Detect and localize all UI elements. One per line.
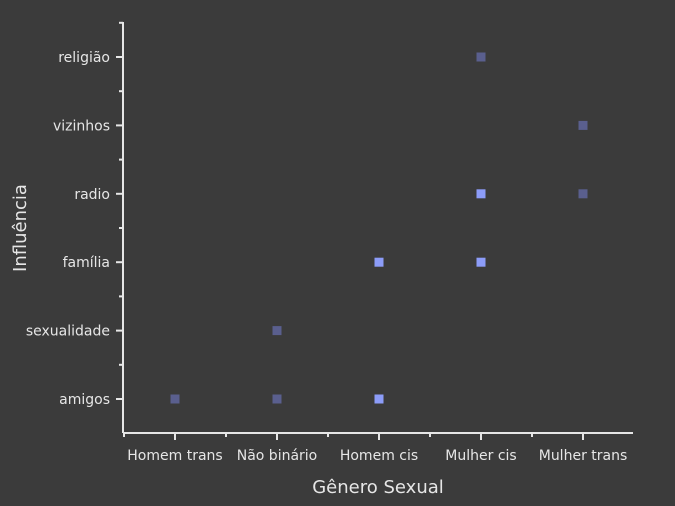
data-point [476, 52, 486, 62]
y-tick-label: sexualidade [26, 324, 110, 340]
y-tick-label: radio [74, 187, 110, 203]
data-point [476, 257, 486, 267]
x-tick-label: Mulher trans [539, 448, 628, 464]
data-point [374, 257, 384, 267]
x-tick-label: Mulher cis [445, 448, 516, 464]
y-tick-label: religião [58, 50, 110, 66]
data-point [476, 189, 486, 199]
y-tick-label: família [63, 255, 110, 271]
ticks [116, 21, 584, 440]
tick-labels: amigos sexualidade família radio vizinhos rel… [26, 50, 627, 464]
data-point [578, 120, 588, 130]
data-points [170, 52, 588, 404]
data-point [374, 394, 384, 404]
y-tick-label: amigos [59, 392, 110, 408]
x-tick-label: Não binário [237, 448, 318, 464]
data-point [272, 394, 282, 404]
y-axis-title: Influência [10, 184, 31, 272]
data-point [170, 394, 180, 404]
data-point [578, 189, 588, 199]
x-tick-label: Homem trans [127, 448, 222, 464]
data-point [272, 326, 282, 336]
y-tick-label: vizinhos [53, 118, 110, 134]
x-axis-title: Gênero Sexual [312, 477, 444, 498]
x-tick-label: Homem cis [340, 448, 418, 464]
